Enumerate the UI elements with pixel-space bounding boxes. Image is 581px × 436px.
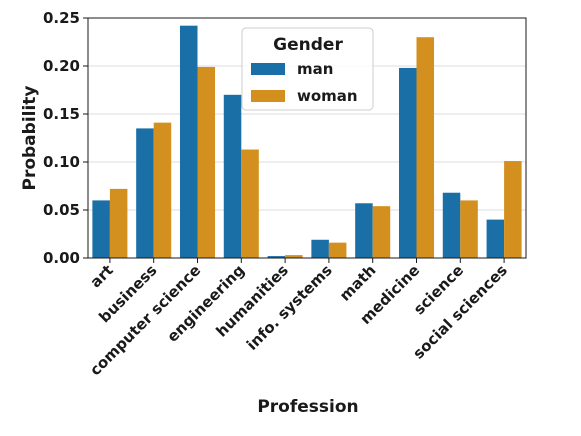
bar-man-info-systems [311, 239, 329, 258]
bar-woman-math [372, 206, 391, 258]
bar-man-social-sciences [486, 219, 505, 258]
legend-title: Gender [273, 35, 343, 55]
bar-man-math [355, 203, 373, 258]
bar-woman-art [109, 188, 128, 258]
bar-woman-engineering [241, 149, 259, 258]
y-tick-label: 0.10 [43, 153, 80, 171]
legend-swatch-man [251, 63, 285, 75]
bar-man-science [442, 192, 461, 258]
bar-woman-business [153, 122, 172, 258]
legend-box [241, 27, 374, 111]
bar-woman-info-systems [328, 242, 347, 258]
bar-man-medicine [398, 67, 417, 258]
y-tick-label: 0.25 [43, 9, 80, 27]
bars [92, 25, 522, 259]
y-axis: 0.00 0.05 0.10 0.15 0.20 0.25 [43, 9, 88, 267]
bar-man-art [92, 200, 110, 258]
y-tick-label: 0.00 [43, 249, 80, 267]
x-axis-label: Profession [257, 397, 358, 417]
bar-man-computer-science [179, 25, 198, 259]
bar-man-humanities [267, 256, 286, 258]
legend-swatch-woman [251, 90, 285, 102]
bar-woman-science [460, 200, 478, 258]
x-tick-label: engineering [163, 261, 248, 346]
legend-label-woman: woman [297, 87, 358, 105]
plot-frame [87, 17, 527, 259]
bar-man-engineering [223, 94, 242, 258]
bar-woman-humanities [285, 255, 303, 258]
y-tick-label: 0.05 [43, 201, 80, 219]
legend: Gender man woman [241, 27, 374, 111]
bar-woman-computer-science [197, 66, 216, 259]
y-axis-label: Probability [20, 85, 40, 190]
bar-woman-social-sciences [504, 161, 522, 258]
x-tick-label: art [87, 261, 117, 291]
y-tick-label: 0.15 [43, 105, 80, 123]
bar-woman-medicine [416, 37, 435, 259]
bar-man-business [136, 128, 154, 258]
legend-label-man: man [297, 60, 333, 78]
y-tick-label: 0.20 [43, 57, 80, 75]
